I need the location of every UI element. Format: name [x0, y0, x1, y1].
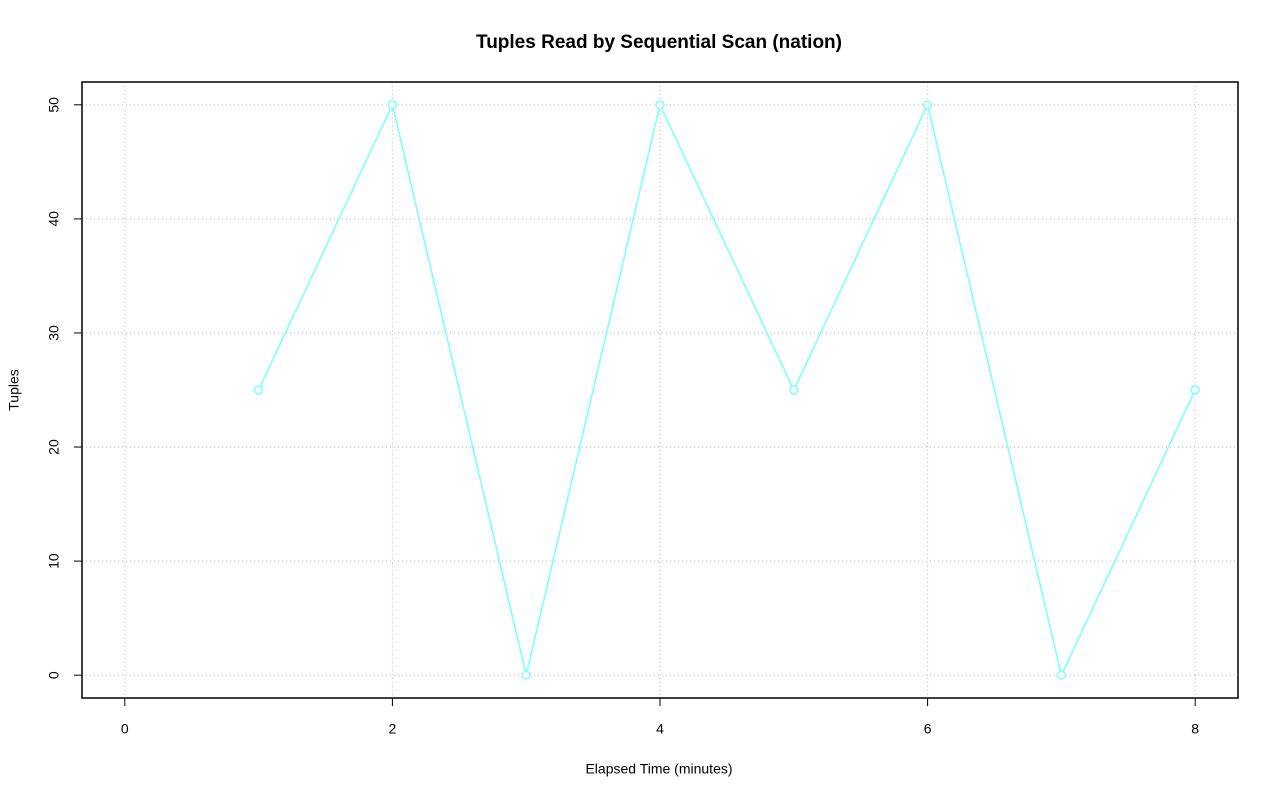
data-point	[922, 100, 933, 110]
x-tick-label: 8	[1191, 721, 1199, 737]
data-point	[789, 385, 799, 395]
x-tick-label: 6	[924, 721, 932, 737]
y-tick-label: 10	[46, 553, 62, 569]
data-point	[655, 100, 665, 110]
y-tick-label: 40	[46, 211, 62, 227]
x-tick-label: 4	[656, 721, 664, 737]
plot-frame	[81, 81, 1239, 699]
y-tick-label: 30	[46, 325, 62, 341]
y-tick-label: 20	[46, 439, 62, 455]
data-point	[1056, 670, 1067, 680]
x-axis-label: Elapsed Time (minutes)	[585, 761, 732, 777]
data-point	[387, 100, 398, 110]
data-point	[253, 385, 264, 395]
y-axis-label: Tuples	[6, 369, 22, 411]
data-point	[521, 670, 531, 680]
y-tick-label: 50	[46, 97, 62, 113]
x-tick-label: 0	[121, 721, 129, 737]
data-point	[1190, 385, 1200, 395]
data-line	[257, 102, 1196, 678]
x-tick-label: 2	[389, 721, 397, 737]
chart-title: Tuples Read by Sequential Scan (nation)	[476, 32, 842, 53]
y-tick-label: 0	[46, 671, 62, 679]
